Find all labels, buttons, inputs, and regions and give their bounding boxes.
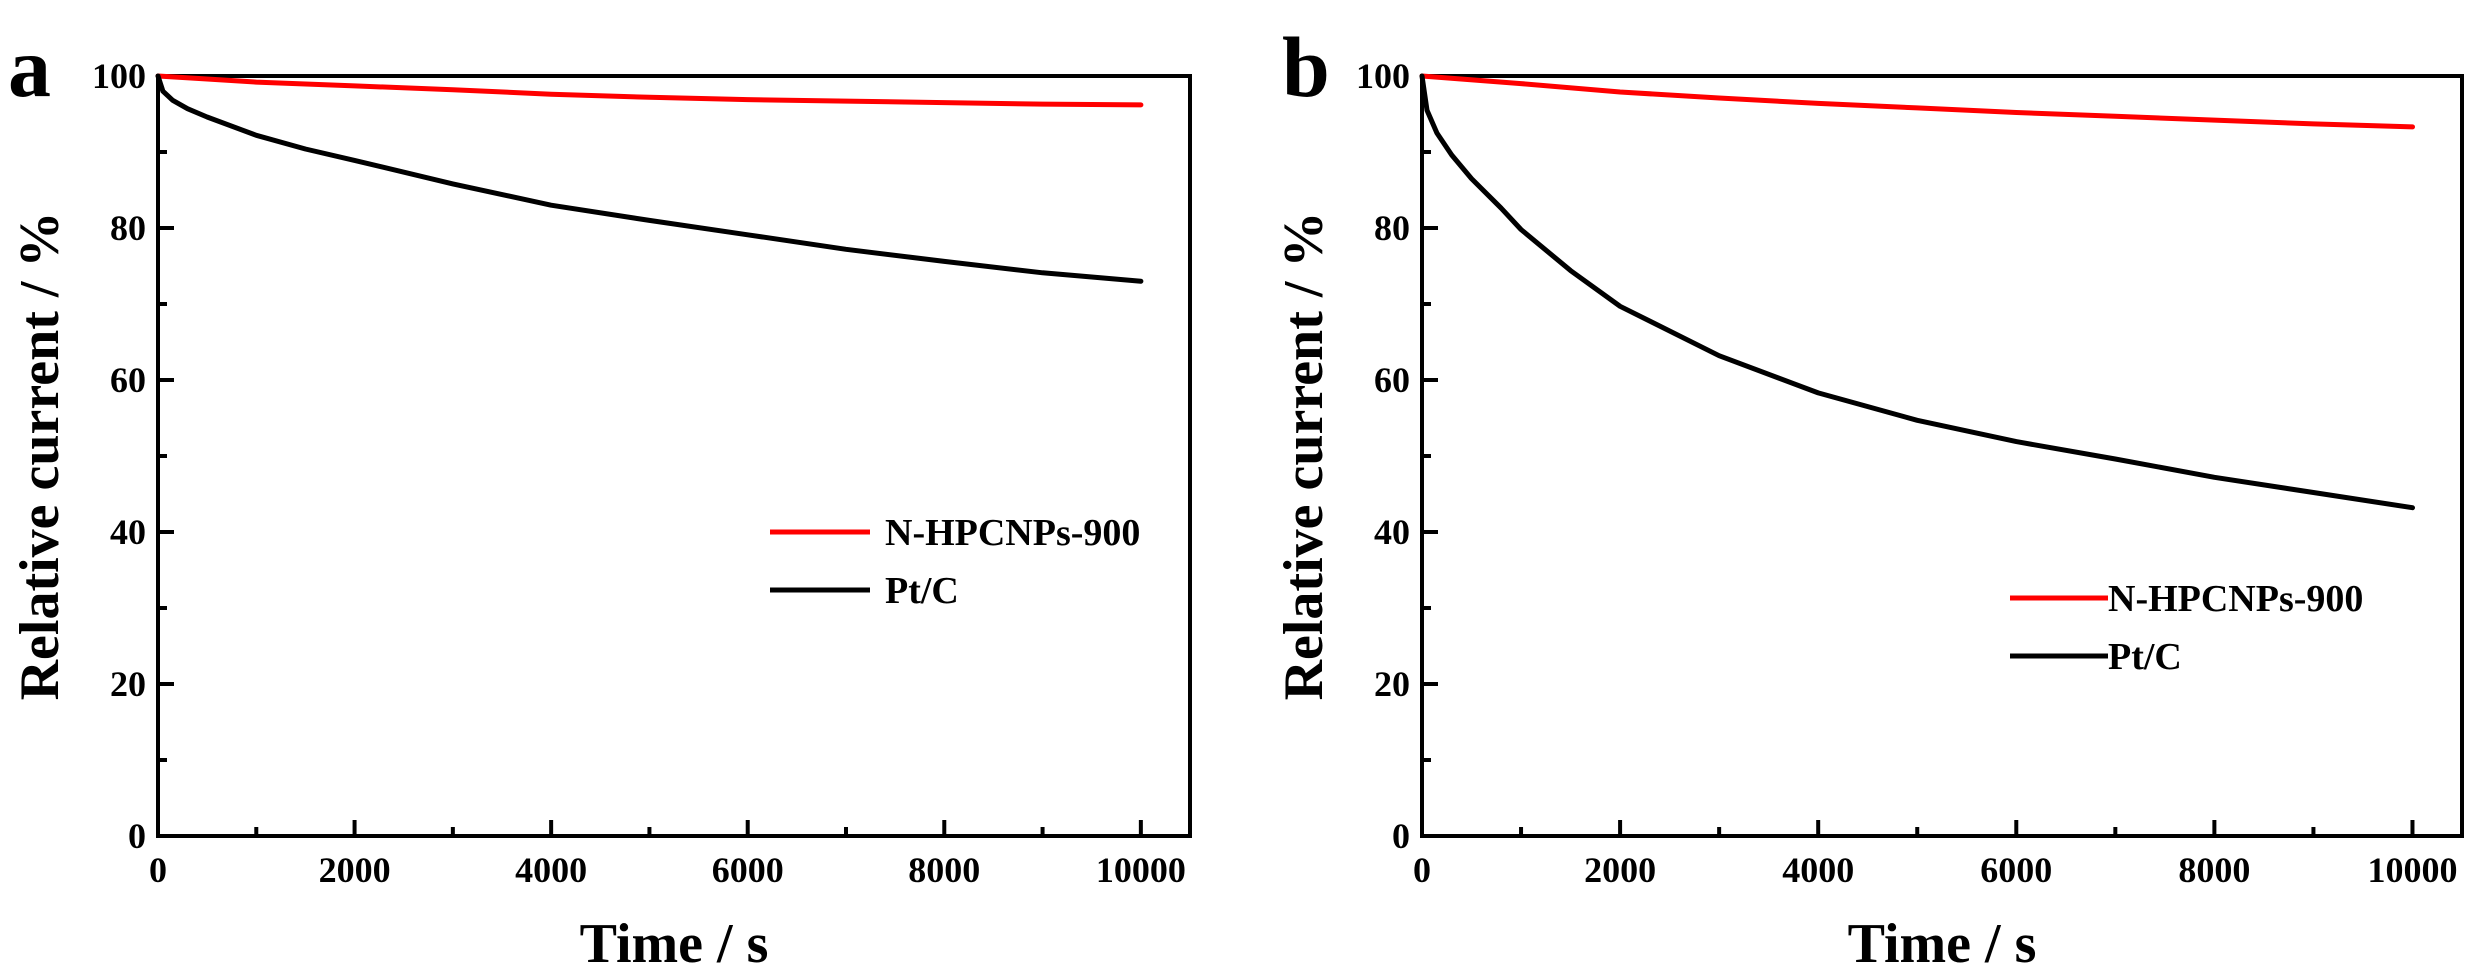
x-tick-label: 10000 (2367, 850, 2457, 890)
x-tick-label: 0 (149, 850, 167, 890)
panel-letter: a (8, 19, 51, 115)
legend-label: N-HPCNPs-900 (2108, 578, 2363, 620)
y-tick-label: 20 (110, 664, 146, 704)
y-tick-label: 40 (1374, 512, 1410, 552)
y-tick-label: 60 (110, 360, 146, 400)
panel-a: a 0 2000 4000 6000 8000 10000 0 20 40 60 80 100 Time … (8, 19, 1192, 972)
x-tick-label: 6000 (1980, 850, 2052, 890)
x-tick-label: 8000 (2178, 850, 2250, 890)
y-axis-label: Relative current / % (1273, 212, 1335, 701)
y-tick-label: 0 (128, 816, 146, 856)
series-line-pt-c (1419, 73, 2415, 511)
y-tick-label: 80 (110, 208, 146, 248)
y-tick-label: 80 (1374, 208, 1410, 248)
plot-frame (156, 74, 1192, 838)
y-tick-label: 60 (1374, 360, 1410, 400)
series-line-pt-c (155, 73, 1144, 284)
legend-label: Pt/C (885, 570, 959, 612)
series-line-n-hpcnps-900 (155, 73, 1144, 108)
y-tick-label: 100 (1356, 56, 1410, 96)
x-tick-label: 6000 (712, 850, 784, 890)
x-axis-label: Time / s (1848, 913, 2037, 972)
x-tick-label: 2000 (319, 850, 391, 890)
legend-label: Pt/C (2108, 636, 2182, 678)
y-axis-label: Relative current / % (9, 212, 71, 701)
panel-letter: b (1282, 19, 1330, 115)
plot-frame (1420, 74, 2464, 838)
series-line-n-hpcnps-900 (1419, 73, 2415, 130)
legend-label: N-HPCNPs-900 (885, 512, 1140, 554)
x-tick-label: 4000 (515, 850, 587, 890)
x-tick-label: 0 (1413, 850, 1431, 890)
x-axis-label: Time / s (580, 913, 769, 972)
x-tick-label: 2000 (1584, 850, 1656, 890)
y-tick-label: 0 (1392, 816, 1410, 856)
x-tick-label: 4000 (1782, 850, 1854, 890)
x-tick-label: 10000 (1096, 850, 1186, 890)
x-tick-label: 8000 (908, 850, 980, 890)
y-tick-label: 100 (92, 56, 146, 96)
y-tick-label: 40 (110, 512, 146, 552)
y-tick-label: 20 (1374, 664, 1410, 704)
panel-b: b 0 2000 4000 6000 8000 10000 0 20 40 60 80 100 Time … (1273, 19, 2464, 972)
